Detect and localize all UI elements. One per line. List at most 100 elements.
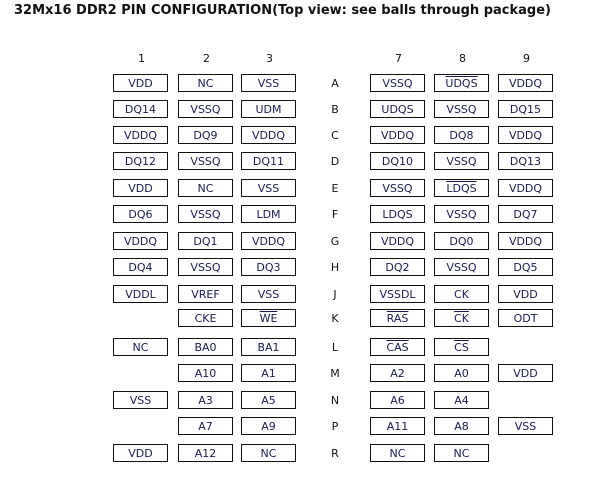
pin-name: VDDQ — [380, 129, 415, 142]
pin-name: NC — [197, 77, 214, 90]
pin-box: VREF — [178, 285, 233, 303]
pin-name: A4 — [454, 394, 469, 407]
pin-box: A3 — [178, 391, 233, 409]
pin-name: VDD — [513, 367, 538, 380]
row-label: N — [330, 394, 340, 407]
pin-name: VDD — [128, 77, 153, 90]
pin-name: VSSQ — [446, 208, 477, 221]
row-label: D — [330, 155, 340, 168]
pin-box: DQ8 — [434, 126, 489, 144]
row-label: J — [333, 288, 337, 301]
pin-box: NC — [178, 74, 233, 92]
pin-name: VDDQ — [508, 77, 543, 90]
pin-name: A7 — [198, 420, 213, 433]
pin-box: DQ10 — [370, 152, 425, 170]
pin-name: VSSQ — [190, 261, 221, 274]
pin-box: A4 — [434, 391, 489, 409]
row-label: G — [330, 235, 340, 248]
pin-name: VDDQ — [251, 129, 286, 142]
pin-box: BA0 — [178, 338, 233, 356]
pin-box: VDD — [498, 285, 553, 303]
pin-box: A12 — [178, 444, 233, 462]
pin-name: VDD — [128, 447, 153, 460]
pin-name: VDDQ — [380, 235, 415, 248]
pin-name: DQ12 — [124, 155, 157, 168]
pin-box: NC — [113, 338, 168, 356]
pin-name: VSS — [257, 182, 280, 195]
pin-box: A2 — [370, 364, 425, 382]
pin-name: DQ11 — [252, 155, 285, 168]
pin-box: RAS — [370, 309, 425, 327]
pin-box: LDQS — [370, 205, 425, 223]
pin-name: VDDQ — [123, 129, 158, 142]
pin-name: A8 — [454, 420, 469, 433]
pin-name: DQ8 — [449, 129, 474, 142]
pin-name: VDD — [513, 288, 538, 301]
pin-box: A10 — [178, 364, 233, 382]
pin-box: CKE — [178, 309, 233, 327]
pin-box: DQ9 — [178, 126, 233, 144]
pin-box: DQ5 — [498, 258, 553, 276]
pin-name: A0 — [454, 367, 469, 380]
pin-box: A8 — [434, 417, 489, 435]
pin-name: LDQS — [382, 208, 413, 221]
pin-name: CK — [454, 312, 469, 325]
pin-box: CAS — [370, 338, 425, 356]
row-label: L — [331, 341, 339, 354]
pin-name: NC — [389, 447, 406, 460]
row-label: A — [331, 77, 339, 90]
pin-name: VDDQ — [508, 129, 543, 142]
pin-box: DQ15 — [498, 100, 553, 118]
pin-name: VSS — [129, 394, 152, 407]
pin-name: CKE — [194, 312, 217, 325]
pin-box: VDDL — [113, 285, 168, 303]
pin-name: DQ5 — [513, 261, 538, 274]
pin-name: CAS — [386, 341, 409, 354]
pin-box: CK — [434, 285, 489, 303]
pin-box: VDDQ — [241, 126, 296, 144]
pin-name: VSS — [257, 288, 280, 301]
pin-box: NC — [434, 444, 489, 462]
pin-box: WE — [241, 309, 296, 327]
pin-name: UDM — [255, 103, 282, 116]
pin-box: NC — [241, 444, 296, 462]
pin-box: NC — [178, 179, 233, 197]
pin-name: VDDQ — [508, 182, 543, 195]
column-header: 9 — [523, 52, 530, 65]
pin-box: DQ7 — [498, 205, 553, 223]
pin-name: A9 — [261, 420, 276, 433]
pin-name: A6 — [390, 394, 405, 407]
pin-box: VSS — [241, 74, 296, 92]
pin-name: BA1 — [257, 341, 280, 354]
row-label: K — [331, 312, 339, 325]
pin-name: DQ14 — [124, 103, 157, 116]
pin-name: VSSQ — [382, 77, 413, 90]
pin-name: CS — [454, 341, 469, 354]
pin-name: DQ2 — [385, 261, 410, 274]
pin-name: VDDL — [125, 288, 156, 301]
pin-name: VSSQ — [190, 208, 221, 221]
row-label: E — [331, 182, 339, 195]
row-label: F — [331, 208, 339, 221]
pin-name: LDM — [256, 208, 281, 221]
pin-box: VSSQ — [434, 258, 489, 276]
pin-name: A3 — [198, 394, 213, 407]
pin-name: DQ1 — [193, 235, 218, 248]
pin-name: DQ0 — [449, 235, 474, 248]
pin-name: DQ3 — [256, 261, 281, 274]
pin-name: VSS — [514, 420, 537, 433]
column-header: 8 — [459, 52, 466, 65]
pin-box: DQ6 — [113, 205, 168, 223]
pin-box: NC — [370, 444, 425, 462]
column-header: 7 — [395, 52, 402, 65]
pin-box: DQ4 — [113, 258, 168, 276]
pin-box: VDD — [113, 74, 168, 92]
pin-name: DQ6 — [128, 208, 153, 221]
pin-name: NC — [132, 341, 149, 354]
pin-box: UDQS — [434, 74, 489, 92]
pin-box: VSSQ — [434, 205, 489, 223]
pin-name: NC — [197, 182, 214, 195]
pin-box: A6 — [370, 391, 425, 409]
pin-name: NC — [260, 447, 277, 460]
pin-box: VDDQ — [370, 126, 425, 144]
